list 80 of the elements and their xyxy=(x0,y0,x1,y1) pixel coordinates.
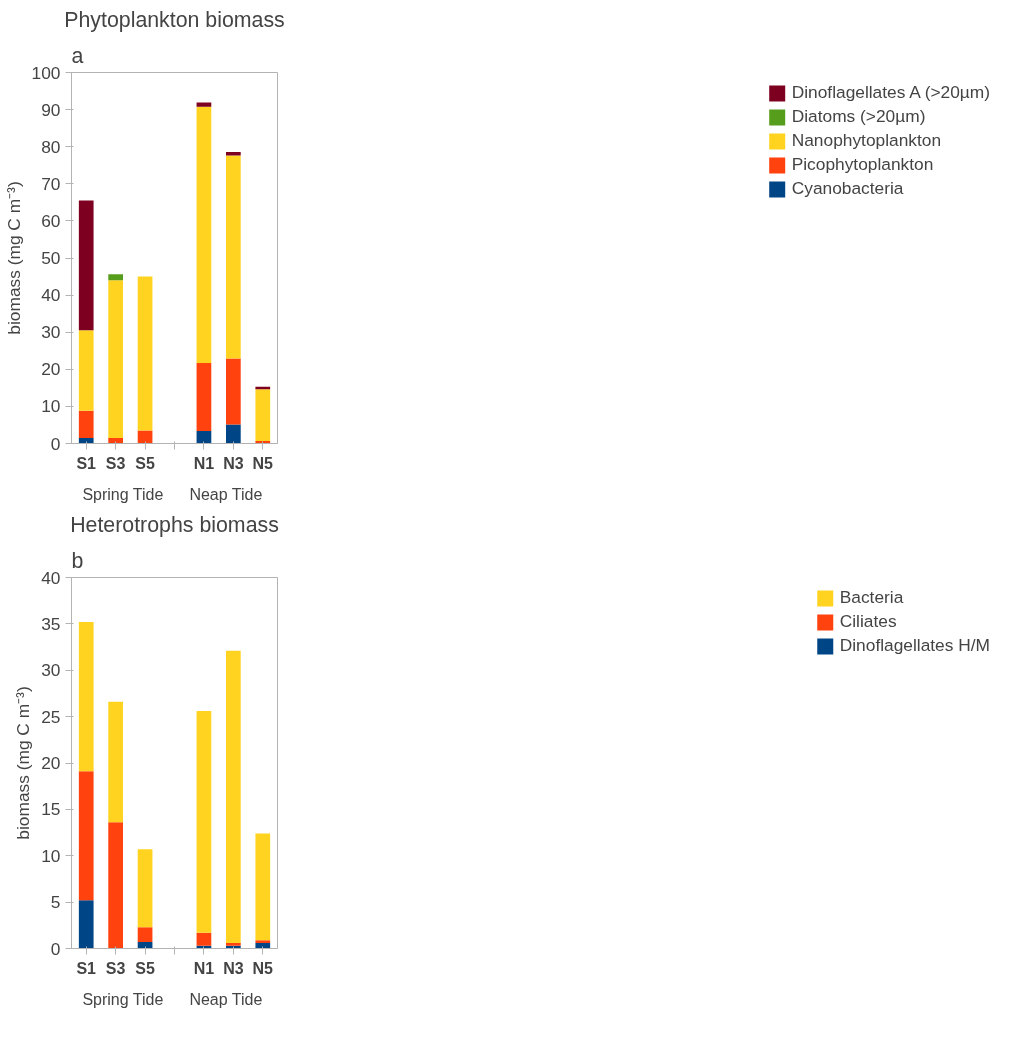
x-tick-label: S5 xyxy=(135,454,155,472)
bar xyxy=(108,701,123,823)
bar xyxy=(196,711,212,933)
bar xyxy=(226,358,241,425)
y-tick-label: 70 xyxy=(41,173,61,194)
y-tick-label: 25 xyxy=(41,706,61,727)
chart-title: Phytoplankton biomass xyxy=(64,7,285,32)
y-tick-label: 90 xyxy=(41,99,61,120)
y-tick-label: 15 xyxy=(41,799,61,820)
x-tick-label: N3 xyxy=(223,454,244,472)
bar xyxy=(108,437,123,444)
y-tick-label: 0 xyxy=(50,938,61,959)
bar xyxy=(196,102,212,107)
bar xyxy=(78,410,94,438)
y-tick-label: 10 xyxy=(41,845,61,866)
y-tick-label: 0 xyxy=(50,433,61,454)
y-tick-label: 40 xyxy=(41,567,61,588)
text: a xyxy=(71,43,84,68)
x-tick-label: S3 xyxy=(105,959,126,977)
x-tick-label: S5 xyxy=(135,959,155,977)
bar xyxy=(137,927,153,943)
bar xyxy=(78,900,94,949)
x-tick-label: N3 xyxy=(223,959,244,977)
bar xyxy=(78,771,94,901)
bar xyxy=(78,437,94,444)
bar xyxy=(196,932,212,946)
y-tick-label: 20 xyxy=(41,359,61,380)
legend-label: Picophytoplankton xyxy=(791,154,934,175)
y-tick-label: 40 xyxy=(41,285,61,306)
text: Spring Tide xyxy=(82,485,164,503)
bar xyxy=(108,822,123,949)
bar xyxy=(226,424,241,444)
text: b xyxy=(71,548,84,573)
legend-label: Dinoflagellates A (>20µm) xyxy=(791,82,990,103)
x-tick-label: N5 xyxy=(252,454,274,472)
y-axis-title: biomass (mg C m⁻³) xyxy=(13,686,34,840)
x-tick-label: S1 xyxy=(76,959,97,977)
bar xyxy=(108,274,123,281)
y-tick-label: 5 xyxy=(50,892,61,913)
bar xyxy=(78,622,94,772)
legend-label: Bacteria xyxy=(839,587,904,608)
y-tick-label: 10 xyxy=(41,396,61,417)
y-tick-label: 50 xyxy=(41,248,61,268)
x-tick-label: S1 xyxy=(76,454,97,472)
bar xyxy=(196,362,212,431)
legend-label: Nanophytoplankton xyxy=(791,130,942,151)
x-tick-label: N1 xyxy=(193,959,215,977)
legend-label: Cyanobacteria xyxy=(791,178,904,199)
y-tick-label: 80 xyxy=(41,136,61,157)
y-tick-label: 35 xyxy=(41,613,61,634)
bar xyxy=(255,940,271,943)
x-tick-label: N1 xyxy=(193,454,215,472)
y-axis-title: biomass (mg C m⁻³) xyxy=(3,181,24,335)
bar xyxy=(108,280,123,438)
text: Spring Tide xyxy=(82,990,164,1008)
y-tick-label: 60 xyxy=(41,210,61,231)
y-tick-label: 30 xyxy=(41,322,61,343)
bar xyxy=(137,849,153,928)
bar xyxy=(255,942,271,949)
bar xyxy=(137,276,153,431)
y-tick-label: 100 xyxy=(31,62,61,83)
y-tick-label: 30 xyxy=(41,660,61,681)
bar xyxy=(78,330,94,411)
bar xyxy=(255,833,271,941)
x-tick-label: N5 xyxy=(252,959,274,977)
bar xyxy=(255,389,271,441)
text: Neap Tide xyxy=(189,990,263,1008)
legend-label: Diatoms (>20µm) xyxy=(791,106,926,127)
bar xyxy=(226,650,241,943)
legend-label: Ciliates xyxy=(839,611,897,632)
x-tick-label: S3 xyxy=(105,454,126,472)
legend-label: Dinoflagellates H/M xyxy=(839,635,990,656)
bar xyxy=(226,151,241,156)
chart-title: Heterotrophs biomass xyxy=(70,512,279,537)
bar xyxy=(196,430,212,444)
text: Neap Tide xyxy=(189,485,263,503)
bar xyxy=(226,155,241,359)
bar xyxy=(78,200,94,331)
y-tick-label: 20 xyxy=(41,753,61,773)
bar xyxy=(196,106,212,363)
